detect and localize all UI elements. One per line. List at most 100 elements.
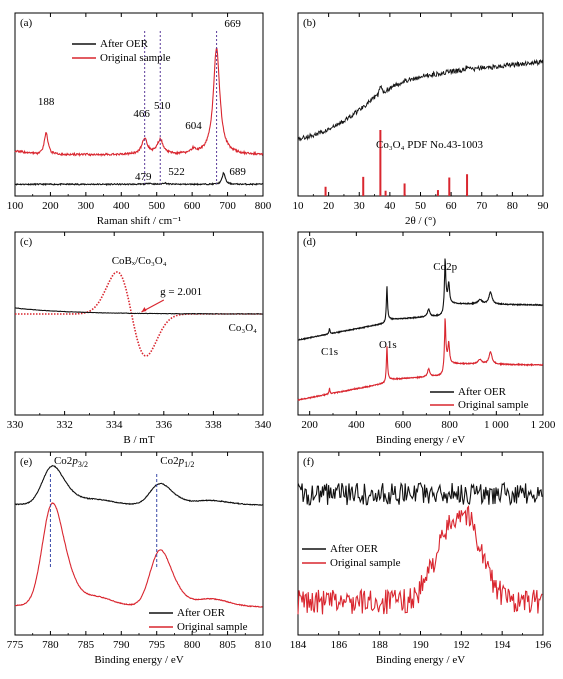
x-tick-label: 1 200 xyxy=(531,419,556,431)
xrd-pattern-line xyxy=(297,58,544,142)
x-tick-label: 194 xyxy=(494,639,511,651)
x-tick-label: 40 xyxy=(384,200,396,212)
x-axis-label: B / mT xyxy=(123,434,154,446)
panel-label: (d) xyxy=(303,236,316,248)
plot-frame xyxy=(14,451,264,636)
x-tick-label: 795 xyxy=(148,639,165,651)
x-tick-label: 196 xyxy=(535,639,552,651)
peak-label: 466 xyxy=(133,108,150,120)
peak-label-c1s: C1s xyxy=(321,346,338,358)
panel-c: 330 332 334 336 338 340 B / mT (c) CoBₓ/Co₃O₄ Co₃… xyxy=(7,231,272,446)
peak-label: 479 xyxy=(135,171,152,183)
legend-entry: Original sample xyxy=(100,52,171,64)
series-line-co3o4 xyxy=(14,307,263,315)
peak-label-co2p: Co2p xyxy=(433,261,457,273)
x-tick-label: 600 xyxy=(184,200,201,212)
x-tick-label: 332 xyxy=(56,419,73,431)
x-tick-label: 500 xyxy=(148,200,165,212)
x-tick-label: 330 xyxy=(7,419,24,431)
x-tick-label: 334 xyxy=(106,419,123,431)
peak-label: 522 xyxy=(168,166,185,178)
x-tick-label: 810 xyxy=(255,639,272,651)
series-line-original-sample xyxy=(297,504,543,615)
plot-frame xyxy=(297,231,544,416)
x-tick-label: 100 xyxy=(7,200,24,212)
panel-label: (b) xyxy=(303,17,316,29)
x-tick-label: 190 xyxy=(412,639,429,651)
panel-f: 184 186 188 190 192 194 196 Binding energy / eV… xyxy=(290,451,552,666)
series-line-after-oer xyxy=(14,464,263,506)
panel-d: 200 400 600 800 1 000 1 200 Binding energy / e… xyxy=(297,231,556,446)
series-line-original-sample xyxy=(14,47,264,158)
legend-entry: Original sample xyxy=(458,399,529,411)
panel-label: (a) xyxy=(20,17,33,29)
x-tick-label: 780 xyxy=(42,639,59,651)
x-tick-label: 10 xyxy=(293,200,305,212)
x-axis-label: Binding energy / eV xyxy=(376,434,465,446)
x-tick-label: 785 xyxy=(78,639,95,651)
peak-label: 188 xyxy=(38,96,55,108)
x-tick-label: 790 xyxy=(113,639,130,651)
panel-label: (f) xyxy=(303,456,314,468)
x-tick-label: 300 xyxy=(78,200,95,212)
legend-entry: After OER xyxy=(100,38,149,50)
panel-e: 775 780 785 790 795 800 805 810 Binding energy /… xyxy=(7,451,272,666)
plot-frame xyxy=(297,12,544,197)
series-line-after-oer xyxy=(297,258,543,341)
series-line-after-oer xyxy=(14,171,263,187)
x-tick-label: 800 xyxy=(441,419,458,431)
x-tick-label: 50 xyxy=(415,200,427,212)
peak-label: 510 xyxy=(154,100,171,112)
peak-label: 669 xyxy=(224,18,241,30)
legend-entry: After OER xyxy=(177,607,226,619)
x-tick-label: 400 xyxy=(113,200,130,212)
g-value-label: g = 2.001 xyxy=(160,286,202,298)
x-tick-label: 200 xyxy=(301,419,318,431)
panel-a: 100 200 300 400 500 600 700 800 Raman shift / cm… xyxy=(7,12,272,227)
x-tick-label: 60 xyxy=(446,200,458,212)
x-tick-label: 80 xyxy=(507,200,519,212)
panel-b: 10 20 30 40 50 60 70 80 90 2θ / (°) (b) Co₃O₄ PDF N… xyxy=(293,12,550,227)
x-tick-label: 800 xyxy=(184,639,201,651)
reference-label: Co₃O₄ PDF No.43-1003 xyxy=(376,139,483,151)
x-tick-label: 400 xyxy=(348,419,365,431)
peak-label: 689 xyxy=(229,166,246,178)
x-tick-label: 188 xyxy=(371,639,388,651)
legend-entry: After OER xyxy=(458,386,507,398)
peak-label-o1s: O1s xyxy=(379,339,397,351)
x-tick-label: 340 xyxy=(255,419,272,431)
x-tick-label: 805 xyxy=(219,639,236,651)
legend-entry: Original sample xyxy=(177,621,248,633)
x-tick-label: 700 xyxy=(219,200,236,212)
series-line-original-sample xyxy=(297,318,544,401)
series-label-co3o4: Co₃O₄ xyxy=(229,322,258,334)
x-tick-label: 800 xyxy=(255,200,272,212)
peak-label-co2p-1-2: Co2p1/2 xyxy=(160,455,194,469)
x-tick-label: 1 000 xyxy=(484,419,509,431)
x-axis-label: Binding energy / eV xyxy=(94,654,183,666)
x-tick-label: 600 xyxy=(395,419,412,431)
x-axis-label: Raman shift / cm⁻¹ xyxy=(97,215,182,227)
x-tick-label: 30 xyxy=(354,200,366,212)
peak-label: 604 xyxy=(185,120,202,132)
legend-entry: Original sample xyxy=(330,557,401,569)
x-axis-label: Binding energy / eV xyxy=(376,654,465,666)
panel-label: (c) xyxy=(20,236,33,248)
x-tick-label: 20 xyxy=(323,200,335,212)
panel-label: (e) xyxy=(20,456,33,468)
x-tick-label: 775 xyxy=(7,639,24,651)
x-tick-label: 184 xyxy=(290,639,307,651)
series-label-cobx: CoBₓ/Co₃O₄ xyxy=(112,255,167,267)
x-tick-label: 90 xyxy=(538,200,550,212)
x-tick-label: 338 xyxy=(205,419,222,431)
arrowhead xyxy=(141,307,147,312)
series-line-after-oer xyxy=(297,481,543,506)
x-tick-label: 192 xyxy=(453,639,470,651)
peak-label-co2p-3-2: Co2p3/2 xyxy=(54,455,88,469)
x-tick-label: 70 xyxy=(476,200,488,212)
x-axis-label: 2θ / (°) xyxy=(405,215,436,227)
x-tick-label: 336 xyxy=(156,419,173,431)
x-tick-label: 200 xyxy=(42,200,59,212)
x-tick-label: 186 xyxy=(331,639,348,651)
